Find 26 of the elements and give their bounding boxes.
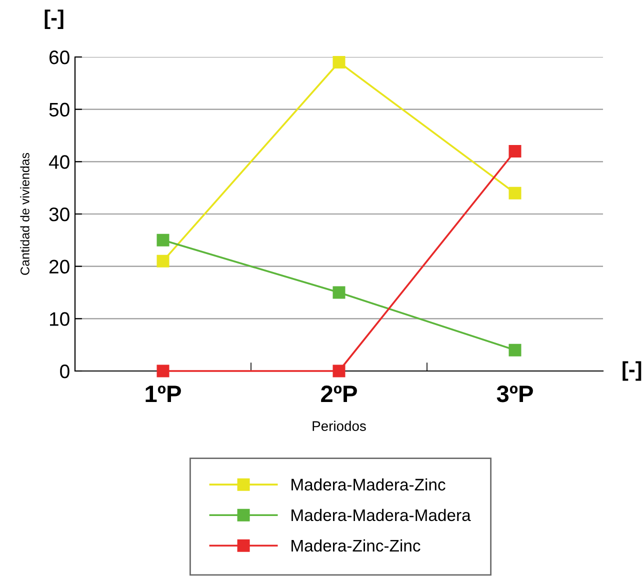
- x-axis-title: Periodos: [312, 420, 366, 431]
- point: [508, 186, 522, 200]
- text: [-]: [44, 10, 64, 30]
- y-tick-label: 50: [49, 102, 70, 117]
- point: [332, 286, 346, 299]
- y-tick-label: 60: [50, 50, 70, 64]
- point: [332, 364, 346, 378]
- point: [508, 344, 522, 356]
- y-tick-label: 20: [49, 260, 70, 274]
- y-tick-label: 40: [48, 155, 70, 169]
- point: [508, 144, 522, 158]
- y-axis-title: Cantidad de viviendas: [20, 152, 30, 275]
- legend-label: Madera-Zinc-Zinc: [292, 539, 420, 552]
- point: [332, 56, 346, 68]
- y-tick-label: 30: [49, 207, 70, 222]
- legend-label: Madera-Madera-Madera: [292, 508, 471, 522]
- point: [156, 234, 170, 246]
- point: [156, 254, 170, 268]
- x-tick-label: 1ºP: [146, 386, 181, 402]
- y-tick-label: 10: [50, 312, 70, 326]
- x-tick-label: 3ºP: [496, 386, 533, 402]
- point: [156, 364, 170, 378]
- x-tick-label: 2ºP: [321, 386, 357, 402]
- legend-label: Madera-Madera-Zinc: [292, 478, 446, 491]
- y-tick-label: 0: [60, 364, 70, 378]
- text: [-]: [622, 361, 642, 381]
